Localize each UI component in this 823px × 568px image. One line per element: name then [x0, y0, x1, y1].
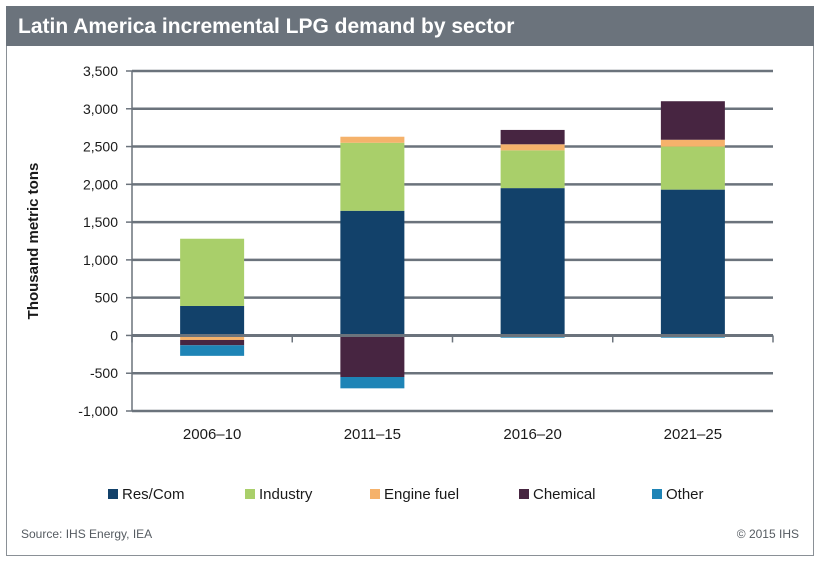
y-tick-label: 1,500 [83, 214, 118, 230]
y-tick-label: 3,000 [83, 101, 118, 117]
legend-swatch [370, 489, 380, 499]
y-tick-label: 2,000 [83, 176, 118, 192]
legend-item: Industry [245, 484, 312, 504]
bar-segment [500, 150, 565, 189]
source-note: Source: IHS Energy, IEA [21, 527, 153, 541]
x-tick-label: 2016–20 [503, 426, 561, 443]
y-tick-label: 2,500 [83, 139, 118, 155]
legend-swatch [652, 489, 662, 499]
legend-label: Other [666, 485, 704, 503]
y-tick-label: 3,500 [83, 63, 118, 79]
y-tick-label: 0 [110, 327, 118, 343]
bar-segment [180, 305, 245, 336]
bar-segment [500, 188, 565, 336]
x-tick-label: 2021–25 [664, 426, 722, 443]
y-tick-label: -1,000 [78, 403, 118, 419]
y-tick-label: -500 [90, 365, 118, 381]
bar-segment [180, 339, 245, 346]
bar-segment [180, 345, 245, 356]
x-tick-label: 2006–10 [183, 426, 241, 443]
legend-swatch [108, 489, 118, 499]
bar-segment [340, 377, 405, 389]
bar-segment [500, 144, 565, 151]
chart-title: Latin America incremental LPG demand by … [18, 15, 515, 38]
legend-item: Other [652, 484, 704, 504]
bar-segment [660, 101, 725, 140]
legend-label: Chemical [533, 485, 596, 503]
y-axis-label: Thousand metric tons [25, 163, 42, 320]
copyright-note: © 2015 IHS [736, 527, 799, 541]
legend-label: Engine fuel [384, 485, 460, 503]
legend-item: Res/Com [108, 484, 185, 504]
bar-segment [340, 136, 405, 143]
bar-segment [340, 142, 405, 211]
x-tick-label: 2011–15 [344, 426, 401, 443]
chart-legend: Res/Com Industry Engine fuel Chemical Other [0, 484, 823, 504]
bar-segment [340, 335, 405, 377]
legend-item: Chemical [519, 484, 596, 504]
bar-segment [660, 189, 725, 336]
bar-segment [180, 238, 245, 306]
bar-segment [180, 335, 245, 340]
y-tick-label: 1,000 [83, 252, 118, 268]
bar-segment [660, 146, 725, 190]
legend-swatch [519, 489, 529, 499]
legend-item: Engine fuel [370, 484, 459, 504]
legend-label: Res/Com [122, 485, 185, 503]
y-tick-label: 500 [95, 290, 119, 306]
title-bar: Latin America incremental LPG demand by … [6, 6, 814, 46]
bar-segment [340, 210, 405, 336]
legend-swatch [245, 489, 255, 499]
bar-segment [500, 129, 565, 145]
legend-label: Industry [259, 485, 313, 503]
bar-segment [660, 139, 725, 147]
